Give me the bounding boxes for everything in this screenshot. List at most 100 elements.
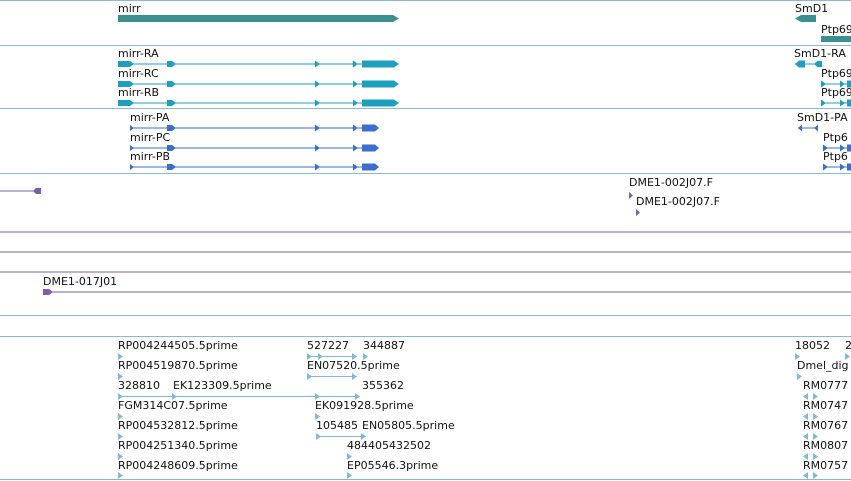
transcript-label-mirr-ra: mirr-RA [118, 47, 159, 60]
est-mark [813, 453, 818, 460]
est-mark [347, 453, 352, 460]
est-mark [355, 393, 360, 400]
est-label: RM0807 [803, 439, 849, 452]
transcript-feature-mirr-rb [118, 99, 399, 107]
transcript-label-mirr-rb: mirr-RB [118, 86, 160, 99]
clone-label-c1: DME1-002J07.F [629, 176, 713, 189]
gene-feature-mirr[interactable] [118, 15, 399, 22]
est-label: 2 [845, 339, 851, 352]
clone-feature-c2 [636, 209, 640, 216]
transcript-feature-mirr-ra [118, 60, 399, 68]
est-label: RM0757 [803, 459, 849, 472]
est-label: EK123309.5prime [173, 379, 272, 392]
clone-label-c3: DME1-017J01 [43, 275, 118, 288]
est-label: 527227 [307, 339, 349, 352]
est-mark [307, 353, 312, 360]
gene-track [118, 15, 851, 42]
est-mark [118, 472, 123, 479]
est-mark [352, 373, 357, 380]
est-label: EN05805.5prime [362, 419, 455, 432]
transcript-label-ptp-1: Ptp69 [821, 67, 851, 80]
est-label: EP05546.3prime [347, 459, 439, 472]
clone-label-c2: DME1-002J07.F [636, 195, 720, 208]
gene-feature-smd1[interactable] [795, 15, 816, 22]
est-mark [118, 393, 123, 400]
gene-label-ptp: Ptp69 [821, 23, 851, 36]
clone-track[interactable] [0, 188, 851, 295]
protein-feature-mirr-pa [130, 124, 379, 132]
est-mark [813, 433, 818, 440]
est-mark [813, 413, 818, 420]
est-label: 344887 [363, 339, 405, 352]
est-mark [316, 433, 321, 440]
est-mark [845, 353, 850, 360]
est-label: RP004251340.5prime [118, 439, 238, 452]
est-mark [118, 453, 123, 460]
gene-label-mirr: mirr [118, 2, 141, 15]
est-label: EN07520.5prime [307, 359, 400, 372]
est-label: RP004519870.5prime [118, 359, 238, 372]
est-mark [813, 472, 818, 479]
est-mark [118, 413, 123, 420]
est-label: RP004532812.5prime [118, 419, 238, 432]
transcript-feature-ptp-1 [821, 80, 851, 88]
protein-feature-smd1-pa [798, 124, 818, 132]
clone-feature-c3 [43, 289, 851, 295]
protein-label-ptp-1: Ptp6 [823, 131, 848, 144]
protein-label-mirr-pa: mirr-PA [130, 111, 170, 124]
est-mark [172, 393, 177, 400]
gene-feature-ptp[interactable] [821, 36, 851, 42]
est-label: EK091928.5prime [315, 399, 414, 412]
transcript-label-mirr-rc: mirr-RC [118, 67, 159, 80]
transcript-label-ptp-2: Ptp69 [821, 86, 851, 99]
est-mark [361, 433, 366, 440]
est-mark [803, 433, 808, 440]
est-mark [118, 353, 123, 360]
est-mark [118, 433, 123, 440]
est-mark [813, 393, 818, 400]
est-mark [118, 373, 123, 380]
est-mark [363, 353, 368, 360]
transcript-feature-ptp-2 [821, 99, 851, 107]
protein-label-mirr-pb: mirr-PB [130, 150, 171, 163]
est-label: RM0777 [803, 379, 849, 392]
est-label: Dmel_dig [797, 359, 849, 372]
est-label: RM0747 [803, 399, 849, 412]
est-mark [315, 413, 320, 420]
protein-label-ptp-2: Ptp6 [823, 150, 848, 163]
protein-label-smd1-pa: SmD1-PA [797, 111, 848, 124]
est-mark [803, 453, 808, 460]
transcript-track[interactable] [118, 60, 851, 107]
est-label: 18052 [795, 339, 830, 352]
est-label: 328810 [118, 379, 160, 392]
clone-feature-left [0, 188, 41, 194]
protein-label-mirr-pc: mirr-PC [130, 131, 171, 144]
est-label: RM0767 [803, 419, 849, 432]
transcript-feature-mirr-rc [118, 80, 399, 88]
est-mark [803, 393, 808, 400]
protein-feature-ptp-2 [823, 163, 851, 171]
est-mark [352, 353, 357, 360]
transcript-label-smd1-ra: SmD1-RA [794, 47, 846, 60]
protein-feature-ptp-1 [823, 144, 851, 152]
transcript-feature-smd1-ra [795, 60, 822, 68]
est-mark [307, 373, 312, 380]
est-mark [795, 353, 800, 360]
est-label: RP004248609.5prime [118, 459, 238, 472]
est-mark [803, 413, 808, 420]
est-track[interactable] [118, 353, 850, 479]
est-label: 355362 [362, 379, 404, 392]
protein-feature-mirr-pc [130, 144, 379, 152]
est-label: FGM314C07.5prime [118, 399, 228, 412]
est-mark [803, 472, 808, 479]
est-label: 484405432502 [347, 439, 431, 452]
protein-feature-mirr-pb [130, 163, 379, 171]
est-label: RP004244505.5prime [118, 339, 238, 352]
protein-track[interactable] [130, 124, 851, 171]
est-mark [318, 353, 323, 360]
clone-feature-c1 [629, 192, 633, 199]
est-mark [797, 373, 802, 380]
gene-label-smd1: SmD1 [795, 2, 829, 15]
